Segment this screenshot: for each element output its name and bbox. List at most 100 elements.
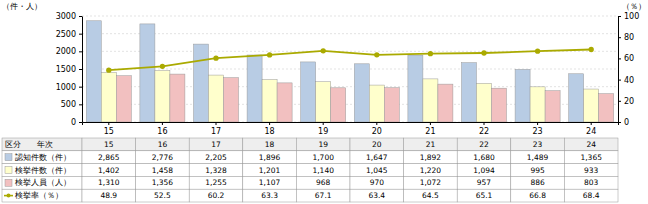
y2-axis: 020406080100	[618, 12, 639, 127]
table-value: 1,255	[205, 178, 227, 187]
table-value: 968	[316, 178, 331, 187]
tick: 80	[618, 33, 634, 42]
table-value: 1,201	[259, 166, 281, 175]
table-cell	[511, 151, 565, 164]
table-column-label: 16	[158, 140, 168, 149]
table-cell	[189, 138, 243, 151]
bar	[584, 89, 599, 122]
table-cell	[296, 151, 350, 164]
legend-swatch	[5, 179, 12, 186]
tick: 15	[104, 122, 114, 136]
table-cell	[82, 164, 136, 177]
table-value: 1,310	[98, 178, 120, 187]
tick: 1500	[56, 65, 82, 74]
axis-line	[83, 123, 619, 126]
table-row-label: 検挙率（％）	[15, 191, 63, 200]
bar	[492, 88, 507, 122]
marker	[160, 64, 165, 69]
marker	[267, 52, 272, 57]
marker	[535, 49, 540, 54]
tick-label: 17	[211, 127, 221, 136]
bar	[170, 74, 185, 122]
table-cell	[350, 164, 404, 177]
tick-label: 3000	[56, 12, 76, 21]
table-value: 2,865	[98, 153, 120, 162]
table-cell	[2, 189, 82, 202]
table-value: 1,072	[420, 178, 442, 187]
grid-line	[82, 16, 618, 17]
table-value: 957	[477, 178, 492, 187]
table-value: 1,140	[312, 166, 334, 175]
table-row-label: 検挙人員（人）	[15, 178, 71, 187]
table-cell	[189, 189, 243, 202]
marker	[213, 56, 218, 61]
table-cell	[457, 164, 511, 177]
bar	[208, 75, 223, 122]
table-column-label: 22	[479, 140, 489, 149]
tick-label: 20	[372, 127, 382, 136]
table-cell	[136, 189, 190, 202]
tick-mark	[618, 58, 621, 59]
table-cell	[136, 164, 190, 177]
tick-mark	[430, 122, 431, 125]
table-value: 1,220	[420, 166, 442, 175]
table-row-label: 検挙件数（件）	[15, 166, 71, 175]
line-series	[106, 47, 594, 73]
tick-label: 0	[71, 118, 76, 127]
table-value: 1,458	[152, 166, 174, 175]
table-value: 52.5	[154, 191, 171, 200]
table-value: 48.9	[100, 191, 117, 200]
table-cell	[82, 189, 136, 202]
tick-mark	[618, 122, 621, 123]
bar	[515, 69, 530, 122]
table-value: 63.3	[261, 191, 278, 200]
bar	[476, 83, 491, 122]
chart: 1516171819202122232405001000150020002500…	[0, 0, 648, 204]
table-value: 1,489	[527, 153, 549, 162]
table-cell	[564, 189, 618, 202]
bar-series	[101, 70, 598, 122]
tick-label: 2500	[56, 30, 76, 39]
table-cell	[243, 189, 297, 202]
marker	[589, 47, 594, 52]
tick: 2000	[56, 47, 82, 56]
table-column-label: 15	[104, 140, 114, 149]
table-column-label: 23	[533, 140, 543, 149]
table-cell	[350, 189, 404, 202]
legend-swatch	[5, 154, 12, 161]
table-cell	[296, 189, 350, 202]
table-column-label: 19	[318, 140, 328, 149]
table-cell	[457, 176, 511, 189]
table-value: 1,045	[366, 166, 388, 175]
table-cell	[2, 151, 82, 164]
bar	[569, 74, 584, 122]
table-cell	[136, 176, 190, 189]
table-value: 1,094	[473, 166, 495, 175]
bar	[369, 85, 384, 122]
axis-line	[618, 17, 619, 123]
marker	[321, 48, 326, 53]
y-axis: 050010001500200025003000	[56, 12, 83, 127]
table-cell	[511, 189, 565, 202]
table-cell	[511, 138, 565, 151]
bar	[86, 21, 101, 122]
table-cell	[404, 138, 458, 151]
bar	[301, 62, 316, 122]
table-cell	[564, 151, 618, 164]
legend-swatch	[5, 167, 12, 174]
tick: 40	[618, 76, 634, 85]
bar-series	[86, 21, 583, 122]
bar	[408, 55, 423, 122]
table-cell	[243, 138, 297, 151]
table-column-label: 24	[586, 140, 596, 149]
table-cell	[296, 138, 350, 151]
tick-label: 0	[624, 118, 629, 127]
table-cell	[136, 151, 190, 164]
table-value: 2,205	[205, 153, 227, 162]
tick-label: 15	[104, 127, 114, 136]
tick-label: 24	[586, 127, 596, 136]
table-cell	[457, 189, 511, 202]
marker	[106, 68, 111, 73]
table-value: 995	[530, 166, 545, 175]
bar	[423, 79, 438, 122]
